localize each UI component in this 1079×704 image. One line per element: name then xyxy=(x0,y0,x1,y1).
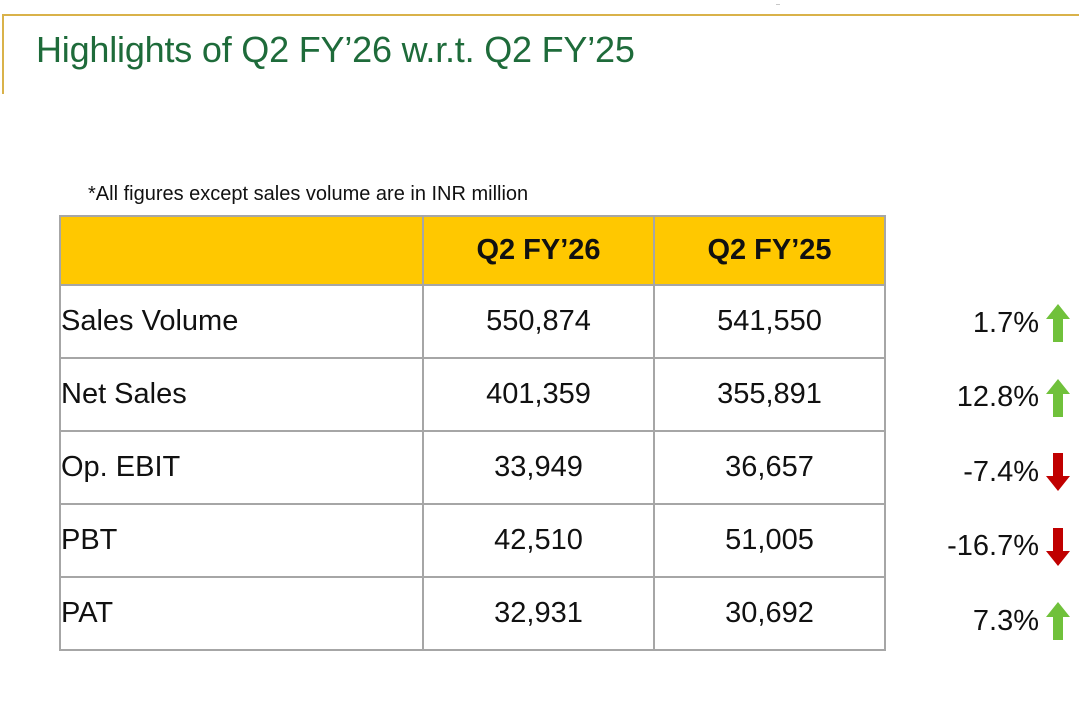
cell-q2fy26: 33,949 xyxy=(422,430,655,505)
change-value: 7.3% xyxy=(972,604,1039,637)
header-cell-q2fy25: Q2 FY’25 xyxy=(653,215,886,286)
slide-title: Highlights of Q2 FY’26 w.r.t. Q2 FY’25 xyxy=(36,29,635,70)
cell-q2fy25: 36,657 xyxy=(653,430,886,505)
table-row: Op. EBIT 33,949 36,657 xyxy=(59,430,886,505)
header-cell-metric xyxy=(59,215,424,286)
decorative-mark xyxy=(776,4,780,5)
change-value: 12.8% xyxy=(956,381,1039,414)
row-label: PBT xyxy=(59,503,424,578)
table-header-row: Q2 FY’26 Q2 FY’25 xyxy=(59,215,886,286)
change-item: 12.8% xyxy=(890,361,1079,436)
change-column: 1.7% 12.8% -7.4% -16.7% 7.3% xyxy=(890,286,1079,659)
units-note: *All figures except sales volume are in … xyxy=(88,183,529,205)
arrow-up-icon xyxy=(1046,304,1070,343)
cell-q2fy26: 550,874 xyxy=(422,284,655,359)
change-item: -7.4% xyxy=(890,435,1079,510)
left-accent-rule xyxy=(2,14,4,94)
arrow-up-icon xyxy=(1046,378,1070,417)
change-value: -7.4% xyxy=(963,455,1039,488)
change-value: 1.7% xyxy=(972,306,1039,339)
top-accent-rule xyxy=(2,14,1079,16)
arrow-up-icon xyxy=(1046,602,1070,641)
cell-q2fy25: 355,891 xyxy=(653,357,886,432)
cell-q2fy25: 541,550 xyxy=(653,284,886,359)
row-label: Net Sales xyxy=(59,357,424,432)
change-value: -16.7% xyxy=(947,530,1039,563)
header-cell-q2fy26: Q2 FY’26 xyxy=(422,215,655,286)
table-row: Net Sales 401,359 355,891 xyxy=(59,357,886,432)
table-row: PAT 32,931 30,692 xyxy=(59,576,886,651)
change-item: 1.7% xyxy=(890,286,1079,361)
row-label: Sales Volume xyxy=(59,284,424,359)
cell-q2fy26: 32,931 xyxy=(422,576,655,651)
change-item: 7.3% xyxy=(890,584,1079,659)
cell-q2fy25: 30,692 xyxy=(653,576,886,651)
arrow-down-icon xyxy=(1046,527,1070,566)
cell-q2fy25: 51,005 xyxy=(653,503,886,578)
row-label: Op. EBIT xyxy=(59,430,424,505)
financial-highlights-table: Q2 FY’26 Q2 FY’25 Sales Volume 550,874 5… xyxy=(59,215,886,651)
cell-q2fy26: 42,510 xyxy=(422,503,655,578)
cell-q2fy26: 401,359 xyxy=(422,357,655,432)
change-item: -16.7% xyxy=(890,510,1079,585)
table-row: PBT 42,510 51,005 xyxy=(59,503,886,578)
row-label: PAT xyxy=(59,576,424,651)
arrow-down-icon xyxy=(1046,453,1070,492)
table-row: Sales Volume 550,874 541,550 xyxy=(59,284,886,359)
